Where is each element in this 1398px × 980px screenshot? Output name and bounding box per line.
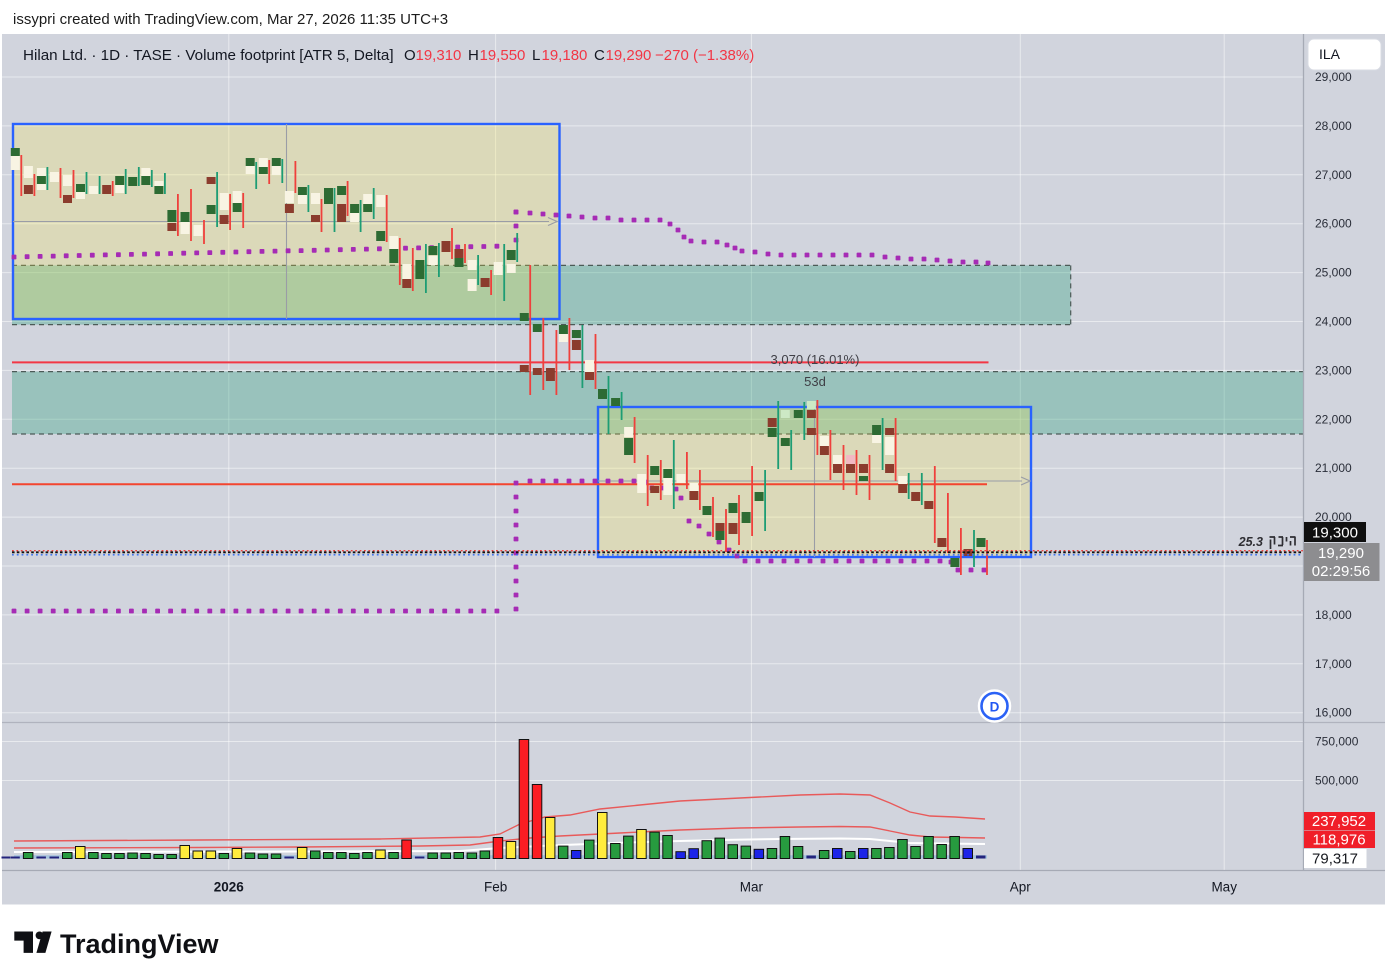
svg-text:18,000: 18,000 bbox=[1315, 608, 1352, 622]
svg-text:Mar: Mar bbox=[740, 880, 764, 895]
svg-text:750,000: 750,000 bbox=[1315, 735, 1359, 749]
svg-text:21,000: 21,000 bbox=[1315, 461, 1352, 475]
svg-text:23,000: 23,000 bbox=[1315, 363, 1352, 377]
svg-text:79,317: 79,317 bbox=[1312, 851, 1358, 868]
svg-text:19,300: 19,300 bbox=[1312, 525, 1358, 542]
svg-text:02:29:56: 02:29:56 bbox=[1312, 563, 1370, 580]
svg-text:19,310: 19,310 bbox=[416, 47, 462, 64]
svg-text:25.3: 25.3 bbox=[1238, 535, 1263, 549]
svg-text:C: C bbox=[594, 47, 605, 64]
svg-text:237,952: 237,952 bbox=[1312, 813, 1366, 830]
svg-text:H: H bbox=[468, 47, 479, 64]
svg-text:−270 (−1.38%): −270 (−1.38%) bbox=[655, 47, 754, 64]
svg-text:500,000: 500,000 bbox=[1315, 774, 1359, 788]
svg-text:20,000: 20,000 bbox=[1315, 510, 1352, 524]
svg-text:TradingView: TradingView bbox=[60, 929, 220, 959]
svg-text:22,000: 22,000 bbox=[1315, 412, 1352, 426]
svg-text:26,000: 26,000 bbox=[1315, 217, 1352, 231]
svg-text:25,000: 25,000 bbox=[1315, 266, 1352, 280]
svg-text:17,000: 17,000 bbox=[1315, 657, 1352, 671]
svg-text:Apr: Apr bbox=[1010, 880, 1032, 895]
svg-text:L: L bbox=[532, 47, 540, 64]
svg-text:19,550: 19,550 bbox=[480, 47, 526, 64]
svg-text:Hilan Ltd. · 1D · TASE · Volum: Hilan Ltd. · 1D · TASE · Volume footprin… bbox=[23, 47, 394, 64]
svg-text:19,290: 19,290 bbox=[1318, 545, 1364, 562]
svg-text:2026: 2026 bbox=[214, 880, 245, 895]
svg-text:19,290: 19,290 bbox=[606, 47, 652, 64]
svg-text:28,000: 28,000 bbox=[1315, 119, 1352, 133]
svg-text:53d: 53d bbox=[804, 374, 826, 389]
svg-text:issypri created with TradingVi: issypri created with TradingView.com, Ma… bbox=[13, 11, 448, 28]
svg-text:3,070 (16.01%): 3,070 (16.01%) bbox=[771, 352, 860, 367]
svg-text:ILA: ILA bbox=[1319, 46, 1341, 62]
svg-text:19,180: 19,180 bbox=[542, 47, 588, 64]
svg-text:16,000: 16,000 bbox=[1315, 706, 1352, 720]
svg-text:D: D bbox=[990, 700, 1000, 715]
svg-text:118,976: 118,976 bbox=[1312, 832, 1365, 849]
svg-text:Feb: Feb bbox=[484, 880, 507, 895]
svg-text:24,000: 24,000 bbox=[1315, 315, 1352, 329]
svg-text:29,000: 29,000 bbox=[1315, 70, 1352, 84]
svg-text:O: O bbox=[404, 47, 416, 64]
svg-text:May: May bbox=[1211, 880, 1237, 895]
svg-text:27,000: 27,000 bbox=[1315, 168, 1352, 182]
